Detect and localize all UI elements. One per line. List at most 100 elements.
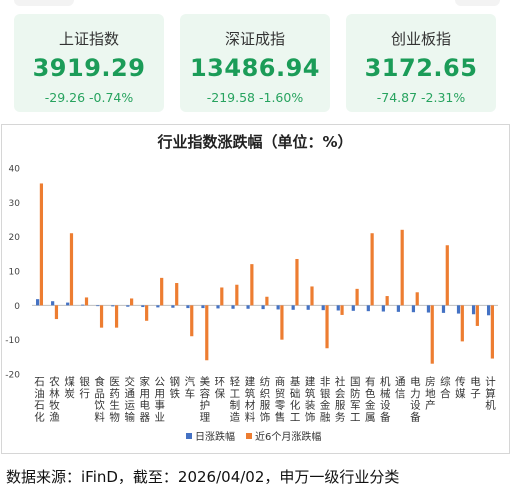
x-tick-label-char: 商 <box>275 375 286 388</box>
x-tick-label-char: 油 <box>34 387 45 400</box>
x-tick-label-char: 环 <box>215 376 226 388</box>
x-tick-label-char: 通 <box>395 376 406 388</box>
y-tick-label: -10 <box>5 336 20 346</box>
x-tick-label-char: 医 <box>109 376 120 388</box>
x-tick-label-char: 材 <box>245 399 256 412</box>
x-tick-label-char: 非 <box>320 376 331 388</box>
index-card-shenzhen[interactable]: 深证成指 13486.94 -219.58 -1.60% <box>180 14 330 112</box>
x-tick-label-char: 务 <box>335 410 346 423</box>
x-tick-label-char: 农 <box>49 375 60 388</box>
x-tick-label-char: 石 <box>34 376 45 388</box>
x-tick-label-char: 护 <box>200 399 211 412</box>
x-tick-label-char: 车 <box>185 387 196 400</box>
index-change: -29.26 -0.74% <box>44 90 134 105</box>
x-tick-label-char: 备 <box>380 410 391 423</box>
bar-daily <box>441 305 446 313</box>
x-tick-label-char: 售 <box>275 410 286 423</box>
industry-chart: 行业指数涨跌幅（单位：%） 40 30 20 10 0 -10 -20 石油石化农林牧渔煤炭银行… <box>0 123 511 455</box>
bar-daily <box>471 305 476 315</box>
bar-daily <box>186 305 190 309</box>
x-tick-label-char: 渔 <box>49 411 60 423</box>
x-tick-label-char: 服 <box>260 400 271 412</box>
index-name: 创业板指 <box>390 30 451 48</box>
bar-6month <box>250 264 254 306</box>
x-tick-label-char: 机 <box>380 375 391 388</box>
x-tick-label-char: 工 <box>230 388 241 400</box>
x-tick-label-char: 钢 <box>170 375 181 388</box>
x-tick-label-char: 容 <box>200 387 211 400</box>
bar-6month <box>205 305 209 361</box>
bar-6month <box>370 233 374 306</box>
x-tick-label-char: 融 <box>320 411 331 423</box>
x-tick-label-char: 银 <box>79 375 90 388</box>
x-tick-label-char: 物 <box>109 410 120 423</box>
x-tick-label-char: 化 <box>34 410 45 423</box>
x-tick-label-char: 理 <box>200 411 211 423</box>
x-tick-label-char: 金 <box>320 399 331 412</box>
x-tick-label-char: 会 <box>335 387 346 400</box>
chart-frame <box>1 124 510 454</box>
x-tick-label-char: 产 <box>425 399 436 412</box>
bar-daily <box>126 305 130 307</box>
index-card-chinext[interactable]: 创业板指 3172.65 -74.87 -2.31% <box>346 14 496 112</box>
x-tick-label-char: 电 <box>470 375 481 388</box>
bar-6month <box>430 305 434 364</box>
x-tick-label-char: 综 <box>440 375 451 388</box>
x-tick-label-char: 工 <box>350 411 361 423</box>
x-tick-label-char: 械 <box>380 387 391 400</box>
x-tick-label-char: 电 <box>139 399 150 412</box>
bar-6month <box>310 286 314 306</box>
bar-6month <box>220 287 224 306</box>
x-tick-label-char: 防 <box>350 387 361 400</box>
x-tick-label-char: 属 <box>365 411 376 423</box>
x-tick-label-char: 合 <box>440 387 451 400</box>
bar-daily <box>36 299 40 306</box>
x-tick-label-char: 石 <box>34 400 45 412</box>
bar-daily <box>276 305 280 310</box>
bar-6month <box>340 305 344 315</box>
bar-6month <box>415 292 419 306</box>
x-tick-label-char: 铁 <box>170 387 181 400</box>
index-value: 13486.94 <box>189 54 320 82</box>
bar-daily <box>141 305 145 308</box>
y-tick-label: 30 <box>9 199 21 209</box>
top-edge-strip-left <box>14 0 74 6</box>
x-tick-label-char: 输 <box>124 410 135 423</box>
x-tick-label-char: 生 <box>109 399 120 412</box>
index-card-shanghai[interactable]: 上证指数 3919.29 -29.26 -0.74% <box>14 14 164 112</box>
x-tick-label-char: 银 <box>320 387 331 400</box>
x-tick-label-char: 林 <box>49 387 60 400</box>
x-tick-label-char: 煤 <box>64 375 75 388</box>
bar-6month <box>175 283 179 306</box>
x-tick-label-char: 建 <box>305 375 316 388</box>
bar-daily <box>366 305 370 312</box>
bar-daily <box>81 304 85 306</box>
x-tick-label-char: 力 <box>410 387 421 400</box>
x-tick-label-char: 设 <box>380 400 391 412</box>
x-tick-label-char: 饮 <box>94 399 105 412</box>
bar-daily <box>171 305 175 308</box>
y-tick-label: -20 <box>5 371 20 381</box>
x-tick-label-char: 筑 <box>305 387 316 400</box>
y-tick-label: 40 <box>9 165 21 175</box>
x-tick-label-char: 算 <box>485 387 496 400</box>
bar-daily <box>456 305 461 314</box>
x-tick-label-char: 料 <box>94 410 105 423</box>
x-tick-label-char: 房 <box>425 375 436 388</box>
x-tick-label-char: 料 <box>245 410 256 423</box>
x-tick-label-char: 地 <box>425 387 436 400</box>
x-tick-label-char: 通 <box>124 388 135 400</box>
x-tick-label-char: 器 <box>139 411 150 423</box>
x-tick-label-char: 贸 <box>275 388 286 400</box>
industry-chart-svg: 行业指数涨跌幅（单位：%）403020100-10-20石油石化农林牧渔煤炭银行… <box>1 124 510 454</box>
bar-6month <box>54 305 59 320</box>
bar-6month <box>445 245 449 306</box>
x-tick-label-char: 社 <box>335 375 346 388</box>
y-tick-label: 10 <box>9 268 21 278</box>
bar-6month <box>145 305 149 321</box>
bar-6month <box>295 258 299 306</box>
bar-daily <box>156 305 160 308</box>
bar-daily <box>216 305 220 309</box>
x-tick-label-char: 筑 <box>245 387 256 400</box>
x-tick-label-char: 础 <box>290 388 301 400</box>
